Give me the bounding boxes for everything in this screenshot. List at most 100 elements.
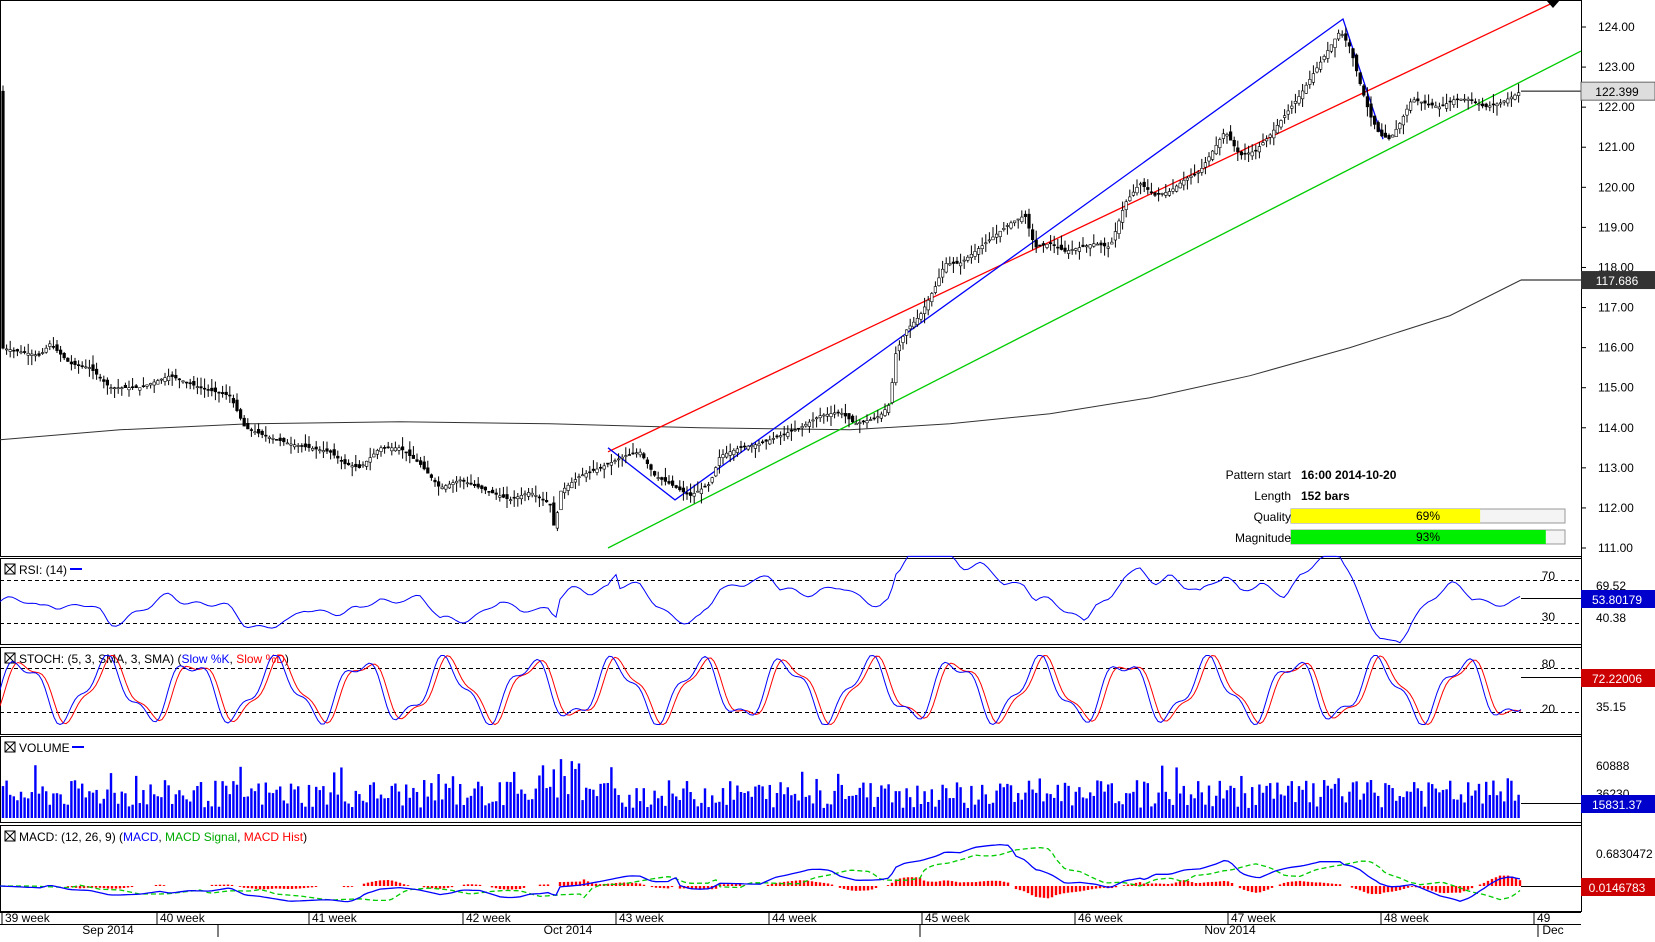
macd-hist-bar	[386, 880, 390, 886]
volume-bar	[214, 780, 217, 818]
macd-hist-bar	[506, 886, 510, 890]
volume-bar	[549, 786, 552, 818]
macd-hist-bar	[210, 884, 214, 886]
volume-bar	[289, 783, 293, 818]
candle	[631, 442, 635, 455]
volume-bar	[264, 782, 267, 818]
price-label: 117.00	[1598, 301, 1634, 315]
stoch-panel: STOCH: (5, 3, SMA, 3, SMA) (Slow %K, Slo…	[0, 652, 1655, 726]
volume-bar	[426, 796, 429, 818]
candle	[1185, 175, 1189, 190]
candle	[627, 448, 631, 456]
macd-hist-bar	[286, 886, 290, 889]
volume-bar	[1020, 799, 1023, 818]
candle	[102, 375, 106, 389]
volume-bar	[34, 765, 37, 818]
candle	[732, 448, 736, 461]
macd-hist-bar	[1062, 886, 1066, 894]
volume-bar	[1060, 801, 1063, 818]
volume-bar	[441, 799, 444, 818]
macd-hist-bar	[886, 885, 890, 886]
volume-bar	[628, 794, 631, 818]
volume-bar	[873, 806, 876, 818]
volume-bar	[84, 797, 87, 818]
candle	[1074, 247, 1078, 255]
volume-bar	[1290, 781, 1293, 818]
macd-hist-bar	[1090, 886, 1094, 890]
macd-hist-bar	[1422, 886, 1426, 889]
macd-hist-bar	[98, 886, 102, 888]
volume-bar	[1107, 784, 1110, 818]
candle	[458, 476, 462, 488]
macd-hist-bar	[1410, 886, 1414, 887]
macd-hist-bar	[350, 886, 354, 887]
candle	[364, 460, 369, 470]
candle	[1113, 222, 1117, 248]
candle	[714, 466, 718, 478]
macd-hist-bar	[1486, 880, 1490, 886]
volume-bar	[5, 780, 8, 818]
volume-bar	[311, 806, 314, 818]
volume-bar	[387, 797, 390, 818]
volume-bar	[981, 784, 984, 818]
macd-hist-bar	[498, 886, 502, 889]
candle	[138, 387, 142, 396]
candle	[300, 443, 304, 453]
candle	[1247, 145, 1251, 162]
macd-hist-bar	[226, 884, 230, 886]
volume-bar	[1139, 807, 1142, 818]
volume-bar	[106, 789, 109, 818]
candle	[825, 407, 829, 422]
candle	[1358, 72, 1362, 86]
candle	[786, 425, 790, 440]
volume-bar	[988, 803, 991, 818]
macd-hist-bar	[66, 886, 70, 887]
candle	[742, 442, 747, 450]
candle	[541, 491, 545, 507]
candle	[1441, 96, 1445, 107]
volume-bar	[898, 791, 901, 818]
macd-hist-bar	[1070, 886, 1074, 893]
volume-bar	[1431, 784, 1434, 818]
macd-hist-bar	[634, 883, 638, 886]
volume-bar	[862, 782, 865, 818]
candle	[537, 494, 541, 508]
volume-bar	[37, 793, 41, 818]
volume-bar	[538, 775, 541, 818]
candle	[937, 268, 941, 287]
candle	[1211, 149, 1215, 162]
macd-hist-bar	[274, 886, 278, 889]
candle	[1459, 98, 1463, 101]
volume-bar	[498, 782, 501, 818]
candle	[113, 386, 117, 398]
volume-bar	[1085, 798, 1088, 818]
volume-bar	[513, 771, 516, 818]
macd-hist-bar	[1074, 886, 1078, 892]
candle	[505, 486, 509, 509]
magnitude-bar-fill	[1291, 530, 1546, 544]
macd-hist-bar	[1278, 884, 1282, 886]
macd-hist-bar	[890, 882, 894, 886]
candle	[44, 344, 48, 354]
candle	[221, 385, 225, 398]
candle	[422, 455, 426, 471]
candle	[69, 355, 73, 371]
macd-hist-bar	[854, 886, 858, 891]
macd-hist-bar	[1198, 882, 1202, 886]
macd-hist-bar	[1078, 886, 1082, 892]
volume-bar	[41, 786, 44, 818]
stoch-current-box	[1581, 669, 1655, 687]
candle	[426, 460, 430, 474]
pattern-start-value: 16:00 2014-10-20	[1301, 468, 1397, 482]
scroll-arrow-icon[interactable]	[1546, 0, 1560, 8]
candle	[192, 376, 196, 390]
macd-hist-bar	[694, 886, 698, 889]
candle	[1095, 241, 1099, 246]
candle	[62, 351, 66, 361]
candle	[1473, 98, 1477, 104]
macd-hist-bar	[1286, 882, 1290, 886]
candle	[15, 348, 20, 357]
volume-bar	[1434, 788, 1437, 818]
volume-bar	[473, 788, 476, 818]
macd-hist-bar	[718, 884, 722, 886]
